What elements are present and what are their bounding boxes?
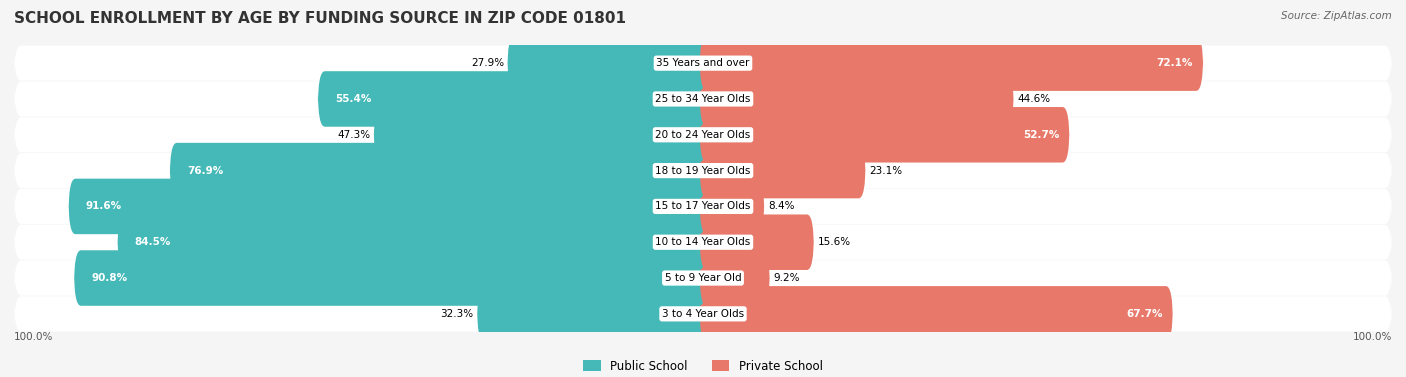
- FancyBboxPatch shape: [700, 215, 814, 270]
- Text: SCHOOL ENROLLMENT BY AGE BY FUNDING SOURCE IN ZIP CODE 01801: SCHOOL ENROLLMENT BY AGE BY FUNDING SOUR…: [14, 11, 626, 26]
- Text: 100.0%: 100.0%: [14, 333, 53, 342]
- FancyBboxPatch shape: [14, 260, 1392, 296]
- Text: 84.5%: 84.5%: [135, 237, 172, 247]
- FancyBboxPatch shape: [700, 35, 1204, 91]
- FancyBboxPatch shape: [700, 286, 1173, 342]
- FancyBboxPatch shape: [477, 286, 706, 342]
- FancyBboxPatch shape: [318, 71, 706, 127]
- Text: 15 to 17 Year Olds: 15 to 17 Year Olds: [655, 201, 751, 211]
- FancyBboxPatch shape: [508, 35, 706, 91]
- Text: 32.3%: 32.3%: [440, 309, 474, 319]
- FancyBboxPatch shape: [700, 143, 866, 198]
- Legend: Public School, Private School: Public School, Private School: [579, 355, 827, 377]
- FancyBboxPatch shape: [14, 188, 1392, 225]
- Text: 52.7%: 52.7%: [1022, 130, 1059, 140]
- FancyBboxPatch shape: [700, 179, 765, 234]
- FancyBboxPatch shape: [75, 250, 706, 306]
- Text: 15.6%: 15.6%: [817, 237, 851, 247]
- Text: 35 Years and over: 35 Years and over: [657, 58, 749, 68]
- FancyBboxPatch shape: [117, 215, 706, 270]
- Text: 23.1%: 23.1%: [869, 166, 903, 176]
- Text: 67.7%: 67.7%: [1126, 309, 1163, 319]
- FancyBboxPatch shape: [14, 152, 1392, 189]
- Text: 8.4%: 8.4%: [768, 201, 794, 211]
- Text: 27.9%: 27.9%: [471, 58, 503, 68]
- Text: 10 to 14 Year Olds: 10 to 14 Year Olds: [655, 237, 751, 247]
- Text: 76.9%: 76.9%: [187, 166, 224, 176]
- Text: 90.8%: 90.8%: [91, 273, 128, 283]
- Text: 44.6%: 44.6%: [1017, 94, 1050, 104]
- Text: 18 to 19 Year Olds: 18 to 19 Year Olds: [655, 166, 751, 176]
- Text: 47.3%: 47.3%: [337, 130, 370, 140]
- Text: 5 to 9 Year Old: 5 to 9 Year Old: [665, 273, 741, 283]
- Text: 3 to 4 Year Olds: 3 to 4 Year Olds: [662, 309, 744, 319]
- FancyBboxPatch shape: [14, 81, 1392, 117]
- FancyBboxPatch shape: [700, 71, 1014, 127]
- FancyBboxPatch shape: [14, 116, 1392, 153]
- Text: Source: ZipAtlas.com: Source: ZipAtlas.com: [1281, 11, 1392, 21]
- Text: 55.4%: 55.4%: [335, 94, 371, 104]
- Text: 100.0%: 100.0%: [1353, 333, 1392, 342]
- FancyBboxPatch shape: [700, 107, 1070, 162]
- Text: 91.6%: 91.6%: [86, 201, 122, 211]
- Text: 9.2%: 9.2%: [773, 273, 800, 283]
- Text: 72.1%: 72.1%: [1157, 58, 1192, 68]
- Text: 20 to 24 Year Olds: 20 to 24 Year Olds: [655, 130, 751, 140]
- FancyBboxPatch shape: [170, 143, 706, 198]
- FancyBboxPatch shape: [14, 224, 1392, 261]
- FancyBboxPatch shape: [14, 45, 1392, 81]
- FancyBboxPatch shape: [700, 250, 770, 306]
- FancyBboxPatch shape: [14, 296, 1392, 332]
- FancyBboxPatch shape: [374, 107, 706, 162]
- Text: 25 to 34 Year Olds: 25 to 34 Year Olds: [655, 94, 751, 104]
- FancyBboxPatch shape: [69, 179, 706, 234]
